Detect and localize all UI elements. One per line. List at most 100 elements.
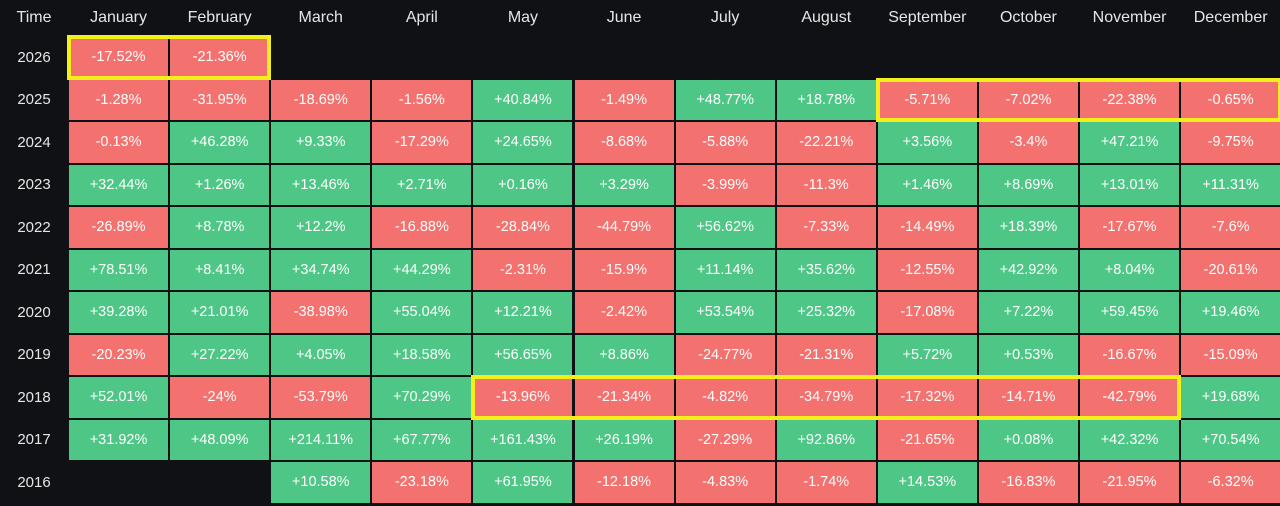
heatmap-cell: +13.01% bbox=[1080, 164, 1180, 205]
heatmap-cell: +14.53% bbox=[877, 462, 977, 503]
heatmap-cell: -3.4% bbox=[978, 122, 1078, 163]
heatmap-cell: -16.88% bbox=[372, 207, 472, 248]
heatmap-cell: -12.18% bbox=[574, 462, 674, 503]
heatmap-cell: -1.74% bbox=[776, 462, 876, 503]
row-label-2026: 2026 bbox=[17, 48, 51, 66]
column-header-april: April bbox=[405, 9, 438, 26]
heatmap-cell: +26.19% bbox=[574, 419, 674, 460]
heatmap-cell: +0.16% bbox=[473, 164, 573, 205]
heatmap-cell: +56.65% bbox=[473, 334, 573, 375]
heatmap-cell: -8.68% bbox=[574, 122, 674, 163]
heatmap-cell: -18.69% bbox=[271, 79, 371, 120]
heatmap-cell: -4.83% bbox=[675, 462, 775, 503]
heatmap-cell: -15.9% bbox=[574, 249, 674, 290]
heatmap-cell: +92.86% bbox=[776, 419, 876, 460]
heatmap-cell: +70.29% bbox=[372, 377, 472, 418]
heatmap-cell: -9.75% bbox=[1181, 122, 1280, 163]
row-label-2025: 2025 bbox=[17, 91, 51, 109]
heatmap-cell: -17.29% bbox=[372, 122, 472, 163]
heatmap-cell: +19.68% bbox=[1181, 377, 1280, 418]
heatmap-cell: -38.98% bbox=[271, 292, 371, 333]
heatmap-cell: -1.28% bbox=[69, 79, 169, 120]
heatmap-cell: +46.28% bbox=[170, 122, 270, 163]
heatmap-cell: -21.36% bbox=[170, 37, 270, 78]
heatmap-cell: +42.32% bbox=[1080, 419, 1180, 460]
heatmap-cell: -17.67% bbox=[1080, 207, 1180, 248]
heatmap-cell: +12.2% bbox=[271, 207, 371, 248]
heatmap-cell: -1.56% bbox=[372, 79, 472, 120]
heatmap-cell: -26.89% bbox=[69, 207, 169, 248]
heatmap-cell: -0.13% bbox=[69, 122, 169, 163]
heatmap-cell: +8.04% bbox=[1080, 249, 1180, 290]
corner-label: Time bbox=[16, 9, 52, 26]
heatmap-cell: +11.14% bbox=[675, 249, 775, 290]
heatmap-cell: -17.52% bbox=[69, 37, 169, 78]
heatmap-cell: +19.46% bbox=[1181, 292, 1280, 333]
column-header-october: October bbox=[999, 9, 1057, 26]
row-label-2021: 2021 bbox=[17, 261, 51, 279]
column-header-may: May bbox=[507, 9, 539, 26]
heatmap-cell: +70.54% bbox=[1181, 419, 1280, 460]
heatmap-cell: -0.65% bbox=[1181, 79, 1280, 120]
heatmap-cell: +35.62% bbox=[776, 249, 876, 290]
column-header-february: February bbox=[187, 9, 252, 26]
column-header-november: November bbox=[1092, 9, 1167, 26]
heatmap-cell: +18.39% bbox=[978, 207, 1078, 248]
heatmap-cell: +8.86% bbox=[574, 334, 674, 375]
heatmap-cell: -21.65% bbox=[877, 419, 977, 460]
heatmap-cell: +214.11% bbox=[271, 419, 371, 460]
heatmap-cell: -12.55% bbox=[877, 249, 977, 290]
heatmap-cell: +2.71% bbox=[372, 164, 472, 205]
heatmap-cell: +12.21% bbox=[473, 292, 573, 333]
heatmap-cell: -11.3% bbox=[776, 164, 876, 205]
heatmap-cell: +27.22% bbox=[170, 334, 270, 375]
heatmap-cell: -16.83% bbox=[978, 462, 1078, 503]
heatmap-cell: +8.78% bbox=[170, 207, 270, 248]
column-header-december: December bbox=[1193, 9, 1268, 26]
heatmap-cell: +11.31% bbox=[1181, 164, 1280, 205]
column-header-september: September bbox=[888, 9, 967, 26]
heatmap-cell: +53.54% bbox=[675, 292, 775, 333]
column-header-june: June bbox=[606, 9, 642, 26]
heatmap-cell: -34.79% bbox=[776, 377, 876, 418]
heatmap-cell: -16.67% bbox=[1080, 334, 1180, 375]
heatmap-cell: -17.08% bbox=[877, 292, 977, 333]
heatmap-cell: -28.84% bbox=[473, 207, 573, 248]
heatmap-cell: -14.71% bbox=[978, 377, 1078, 418]
heatmap-cell: +13.46% bbox=[271, 164, 371, 205]
heatmap-cell: -7.02% bbox=[978, 79, 1078, 120]
heatmap-cell: +48.09% bbox=[170, 419, 270, 460]
heatmap-cell: +3.56% bbox=[877, 122, 977, 163]
row-label-2016: 2016 bbox=[17, 473, 51, 491]
heatmap-cell: -17.32% bbox=[877, 377, 977, 418]
heatmap-cell: +48.77% bbox=[675, 79, 775, 120]
heatmap-cell: +18.58% bbox=[372, 334, 472, 375]
heatmap-cell: +4.05% bbox=[271, 334, 371, 375]
heatmap-cell: -15.09% bbox=[1181, 334, 1280, 375]
row-label-2024: 2024 bbox=[17, 133, 51, 151]
heatmap-cell: +56.62% bbox=[675, 207, 775, 248]
heatmap-cell: +59.45% bbox=[1080, 292, 1180, 333]
row-label-2019: 2019 bbox=[17, 346, 51, 364]
heatmap-cell: -2.31% bbox=[473, 249, 573, 290]
heatmap-cell: -27.29% bbox=[675, 419, 775, 460]
heatmap-cell: -1.49% bbox=[574, 79, 674, 120]
heatmap-cell: +78.51% bbox=[69, 249, 169, 290]
heatmap-cell: -21.95% bbox=[1080, 462, 1180, 503]
heatmap-cell: -3.99% bbox=[675, 164, 775, 205]
heatmap-cell: +32.44% bbox=[69, 164, 169, 205]
heatmap-cell: +9.33% bbox=[271, 122, 371, 163]
row-label-2023: 2023 bbox=[17, 176, 51, 194]
heatmap-cell: +39.28% bbox=[69, 292, 169, 333]
heatmap-cell: -42.79% bbox=[1080, 377, 1180, 418]
row-label-2022: 2022 bbox=[17, 218, 51, 236]
heatmap-cell: +0.08% bbox=[978, 419, 1078, 460]
row-label-2020: 2020 bbox=[17, 303, 51, 321]
heatmap-cell: +42.92% bbox=[978, 249, 1078, 290]
heatmap-cell: -20.23% bbox=[69, 334, 169, 375]
heatmap-cell: -22.21% bbox=[776, 122, 876, 163]
heatmap-cell: -44.79% bbox=[574, 207, 674, 248]
heatmap-cell: -21.31% bbox=[776, 334, 876, 375]
heatmap-cell: -6.32% bbox=[1181, 462, 1280, 503]
